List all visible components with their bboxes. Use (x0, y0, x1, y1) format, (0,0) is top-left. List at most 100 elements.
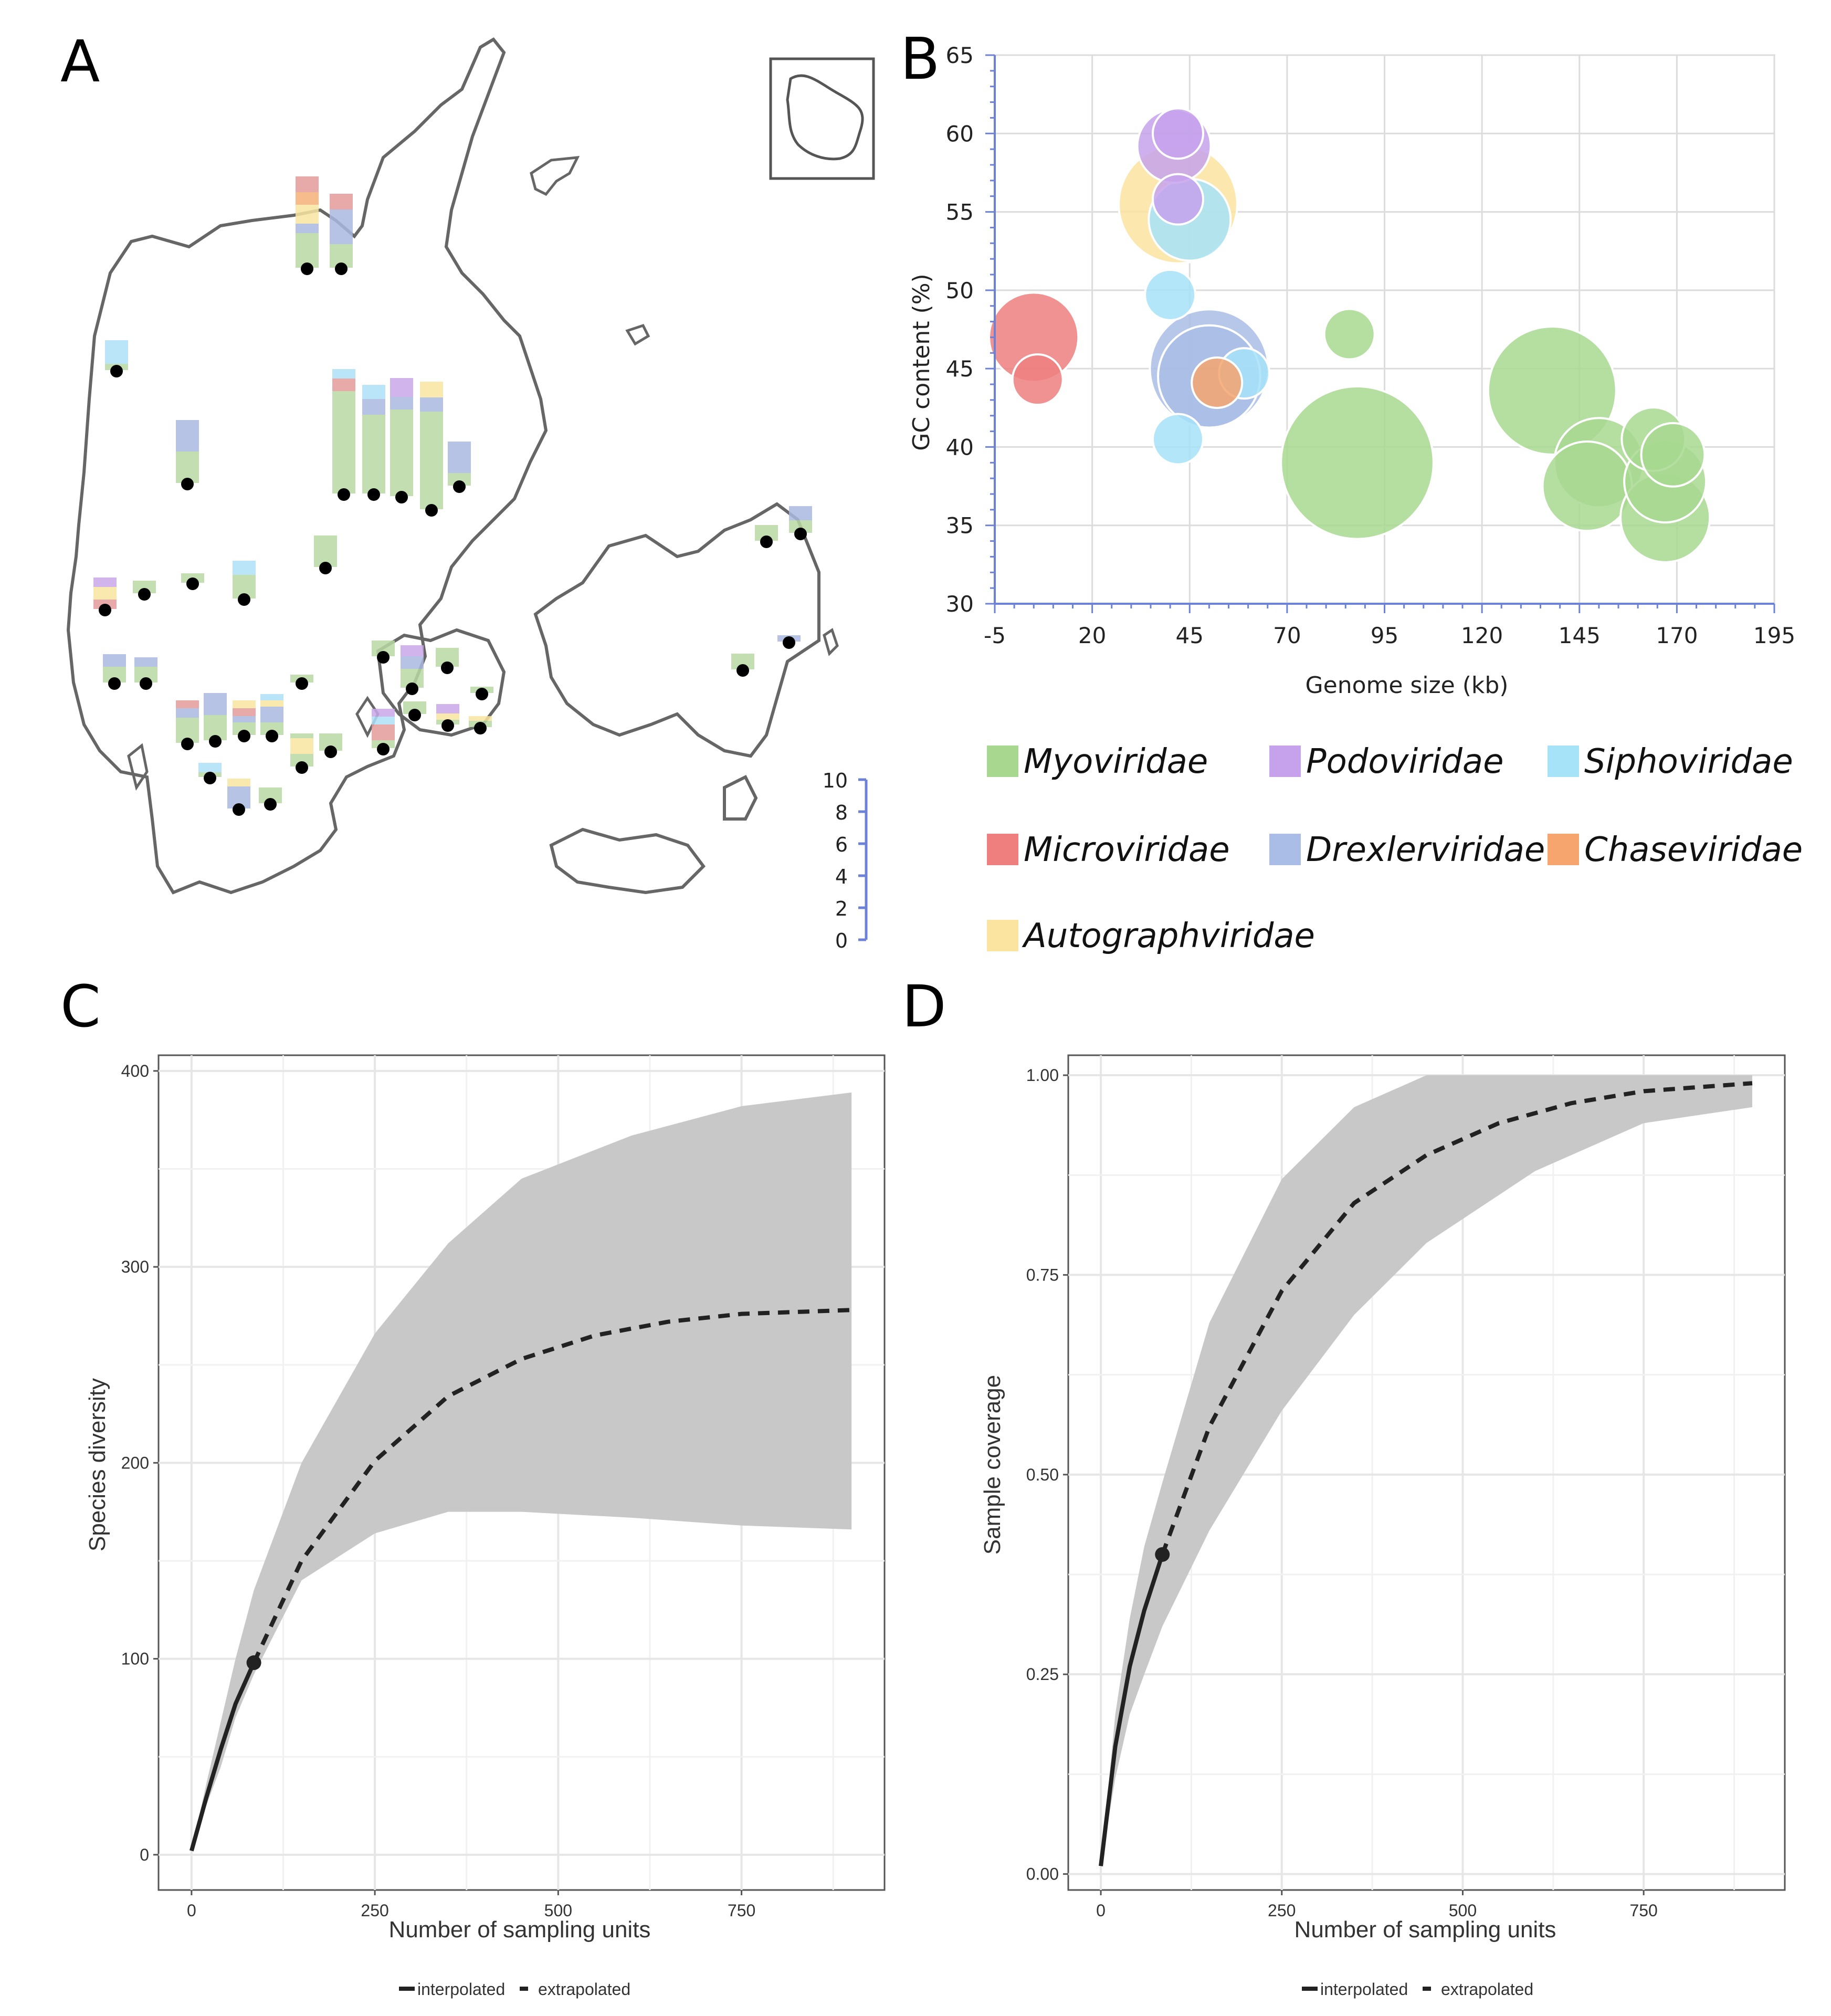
sample-coverage-y-tick-label: 0.50 (1026, 1465, 1059, 1484)
map-site-dot (760, 536, 773, 548)
map-site-dot (301, 262, 313, 275)
map-site-dot (266, 730, 278, 742)
panel-c-species-diversity-chart: C 0 250 500 750 0 100 200 300 400 Number of samp… (60, 973, 886, 1999)
map-bar-segment (372, 717, 395, 724)
legend-swatch-drexlerviridae (1269, 834, 1301, 865)
map-bar-segment (260, 700, 283, 707)
map-site-dot (794, 528, 807, 540)
map-site-dot (453, 480, 466, 493)
legend-label-chaseviridae: Chaseviridae (1584, 831, 1803, 869)
map-bar-segment (332, 391, 355, 494)
map-bar-segment (390, 410, 413, 496)
map-scale-label: 2 (835, 897, 848, 920)
map-bar-segment (198, 763, 222, 772)
map-site-dot (140, 677, 152, 690)
map-bar-segment (93, 587, 117, 600)
map-site-dot (377, 743, 390, 755)
map-site-dot (783, 636, 795, 649)
bubble-chart-y-tick-label: 65 (946, 43, 974, 68)
legend-swatch-myoviridae (987, 746, 1018, 777)
map-bar-segment (401, 645, 424, 656)
map-inset-frame (769, 57, 875, 180)
map-island-bornholm-ish (823, 628, 839, 656)
sample-coverage-observed-point (1155, 1547, 1170, 1562)
sample-coverage-y-tick-label: 0.25 (1026, 1665, 1059, 1684)
map-site-dot (238, 730, 250, 742)
map-bar-segment (420, 412, 443, 509)
map-bar-segment (233, 700, 256, 708)
legend-extrapolated-label: extrapolated (538, 1980, 630, 1999)
bubble-chart-x-tick-label: -5 (984, 623, 1006, 648)
legend-label-podoviridae: Podoviridae (1306, 742, 1504, 781)
panel-d-sample-coverage-chart: D 0 250 500 750 0.00 0.25 0.50 0.75 1.00 Number … (902, 973, 1786, 1999)
panel-label-c: C (60, 973, 101, 1040)
legend-interpolated-label: interpolated (417, 1980, 505, 1999)
bubble-siphoviridae (1144, 268, 1197, 321)
legend-interpolated-label: interpolated (1320, 1980, 1408, 1999)
bubble-chart-x-tick-label: 70 (1273, 623, 1301, 648)
sample-coverage-extrapolated-line (1160, 1081, 1753, 1556)
legend-swatch-microviridae (987, 834, 1018, 865)
species-diversity-plot: 0 250 500 750 0 100 200 300 400 (121, 1054, 886, 1920)
map-island-samso (625, 323, 650, 346)
map-site-dot (395, 491, 408, 503)
map-site-bars (93, 176, 812, 816)
sample-coverage-interpolated-line (1099, 1553, 1165, 1866)
bubble-podoviridae (1151, 173, 1204, 226)
species-diversity-x-tick-label: 250 (361, 1901, 388, 1920)
sample-coverage-x-tick-label: 0 (1096, 1901, 1106, 1920)
map-site-dot (338, 488, 350, 501)
map-bar-segment (390, 397, 413, 410)
bubble-microviridae (1011, 353, 1064, 406)
map-bar-segment (469, 716, 492, 721)
species-diversity-xlabel: Number of sampling units (389, 1917, 651, 1942)
sample-coverage-y-tick-label: 0.00 (1026, 1865, 1059, 1884)
bubble-myoviridae (1541, 440, 1633, 532)
species-diversity-y-tick-label: 400 (121, 1062, 149, 1080)
bubble-podoviridae (1151, 107, 1204, 160)
bubble-siphoviridae (1151, 413, 1204, 466)
bubble-chart-ylabel: GC content (%) (908, 274, 935, 450)
map-bar-segment (436, 713, 459, 720)
map-scale-label: 4 (835, 865, 848, 888)
bubble-chart-x-tick-label: 120 (1461, 623, 1503, 648)
map-scale-label: 10 (823, 769, 848, 792)
map-site-dot (441, 662, 454, 674)
bubble-chart-y-tick-label: 30 (946, 591, 974, 617)
species-diversity-legend: interpolated extrapolated (399, 1980, 630, 1999)
map-bar-segment (436, 704, 459, 713)
bubble-chart-x-tick-label: 195 (1753, 623, 1795, 648)
bubble-chart-x-tick-label: 170 (1656, 623, 1698, 648)
species-diversity-y-tick-label: 200 (121, 1453, 149, 1472)
map-site-dot (736, 664, 749, 677)
map-site-dot (209, 735, 222, 748)
map-bar-segment (332, 369, 355, 379)
map-bar-segment (176, 708, 199, 718)
bubble-chart-y-tick-label: 45 (946, 356, 974, 382)
sample-coverage-plot: 0 250 500 750 0.00 0.25 0.50 0.75 1.00 (1026, 1054, 1786, 1920)
legend-label-microviridae: Microviridae (1024, 831, 1230, 869)
bubble-chart-axes: -5 20 45 70 95 120 145 170 195 30 35 40 45 50 55 60 65 (946, 43, 1796, 648)
sample-coverage-y-tick-label: 0.75 (1026, 1265, 1059, 1284)
map-island-anholt (530, 156, 580, 196)
bubble-chart-y-tick-label: 50 (946, 278, 974, 303)
panel-a-map: A 10 8 6 4 (60, 28, 875, 952)
map-bar-segment (260, 694, 283, 700)
bubble-myoviridae (1280, 385, 1435, 540)
map-site-dot (138, 588, 151, 601)
map-bar-segment (233, 561, 256, 575)
sample-coverage-y-tick-label: 1.00 (1026, 1066, 1059, 1085)
species-diversity-x-tick-label: 500 (544, 1901, 572, 1920)
map-bar-segment (176, 420, 199, 452)
map-scale: 10 8 6 4 2 0 (823, 769, 868, 952)
map-site-dot (296, 761, 308, 774)
bubble-chart-legend: Myoviridae Podoviridae Siphoviridae Micr… (987, 742, 1803, 956)
map-bar-segment (296, 192, 319, 205)
bubble-chart-xlabel: Genome size (kb) (1306, 672, 1509, 699)
map-bar-segment (296, 176, 319, 192)
map-lolland-outline (549, 827, 706, 895)
map-bar-segment (296, 233, 319, 268)
bubble-chart-x-tick-label: 95 (1371, 623, 1398, 648)
map-bar-segment (372, 724, 395, 740)
